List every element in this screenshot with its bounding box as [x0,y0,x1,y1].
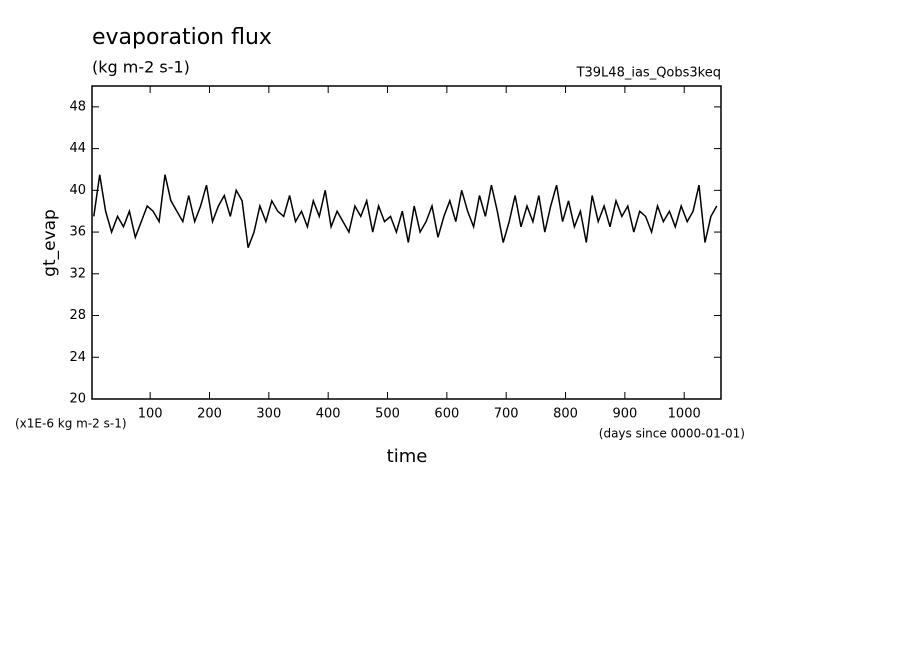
annotation: T39L48_ias_Qobs3keq [576,66,721,81]
x-tick-label: 200 [197,407,222,422]
x-tick-label: 300 [256,407,281,422]
x-tick-label: 100 [138,407,163,422]
y-tick-label: 36 [69,225,86,240]
y-axis-label: gt_evap [40,209,60,277]
y-tick-label: 24 [69,350,86,365]
x-tick-label: 500 [375,407,400,422]
x-tick-label: 900 [612,407,637,422]
x-tick-label: 700 [494,407,519,422]
y-tick-label: 32 [69,266,86,281]
data-line [93,174,718,248]
subtitle: (kg m-2 s-1) [92,58,190,77]
y-tick-label: 44 [69,141,86,156]
x-axis-label: time [387,446,428,467]
chart-title: evaporation flux [92,25,272,50]
y-tick-label: 28 [69,308,86,323]
y-tick-label: 40 [69,183,86,198]
x-tick-label: 600 [434,407,459,422]
y-units: (x1E-6 kg m-2 s-1) [15,417,127,431]
x-tick-label: 1000 [668,407,701,422]
x-tick-label: 800 [553,407,578,422]
x-tick-label: 400 [316,407,341,422]
x-units: (days since 0000-01-01) [599,427,745,441]
y-tick-label: 20 [69,392,86,407]
plot-frame [91,85,722,400]
y-tick-label: 48 [69,99,86,114]
